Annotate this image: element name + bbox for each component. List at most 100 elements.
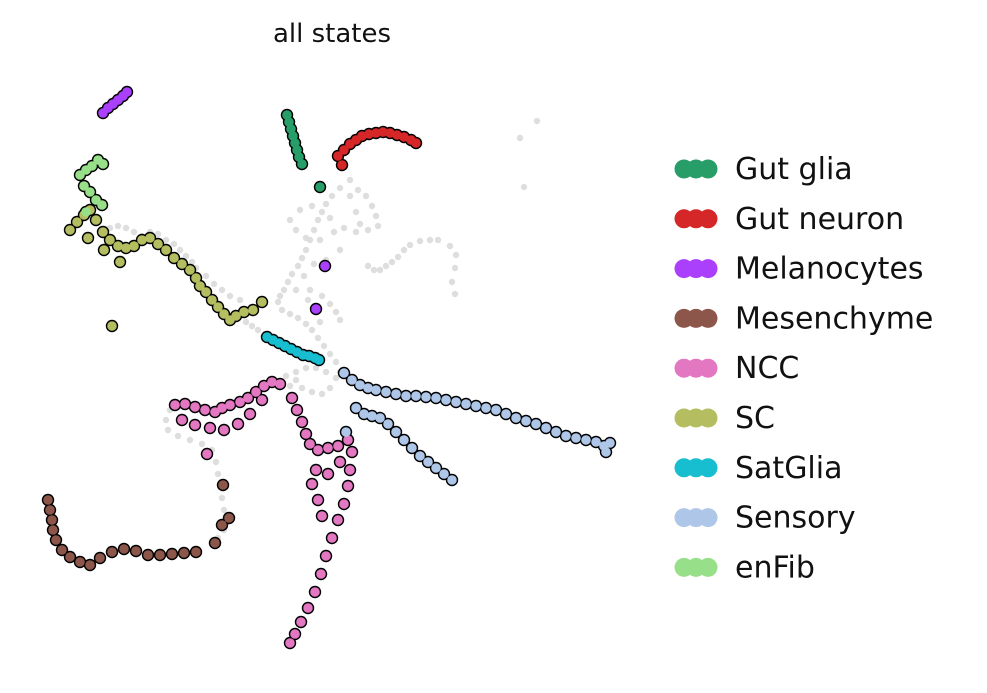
background-point: [446, 242, 454, 250]
point-mesenchyme: [210, 538, 220, 548]
background-point: [336, 316, 344, 324]
point-melanocytes: [122, 87, 132, 97]
point-sensory: [581, 435, 591, 445]
point-sc: [195, 281, 205, 291]
point-sensory: [423, 457, 433, 467]
background-point: [370, 266, 378, 274]
point-sensory: [561, 431, 571, 441]
point-sensory: [367, 411, 377, 421]
point-enfib: [87, 161, 97, 171]
point-mesenchyme: [179, 548, 189, 558]
background-point: [326, 300, 334, 308]
point-ncc: [296, 617, 306, 627]
point-gut-glia: [315, 182, 325, 192]
point-ncc: [225, 400, 235, 410]
point-gut-neuron: [333, 151, 343, 161]
background-point: [356, 220, 364, 228]
legend-item-gut-neuron: Gut neuron: [674, 202, 904, 237]
point-sensory: [439, 469, 449, 479]
background-point: [322, 368, 330, 376]
point-sensory: [431, 393, 441, 403]
point-sensory: [351, 403, 361, 413]
point-sc: [72, 217, 82, 227]
point-sensory: [421, 392, 431, 402]
point-sc: [231, 311, 241, 321]
point-sensory: [383, 419, 393, 429]
point-sc: [129, 241, 139, 251]
point-enfib: [97, 200, 107, 210]
point-ncc: [327, 533, 337, 543]
legend-label: Sensory: [735, 501, 856, 536]
background-point: [416, 237, 424, 245]
background-point: [362, 192, 370, 200]
point-ncc: [287, 393, 297, 403]
point-mesenchyme: [143, 550, 153, 560]
background-point: [364, 226, 372, 234]
point-sensory: [481, 403, 491, 413]
point-sensory: [447, 475, 457, 485]
point-mesenchyme: [224, 513, 234, 523]
background-point: [352, 228, 360, 236]
background-point: [332, 374, 340, 382]
point-mesenchyme: [131, 546, 141, 556]
point-ncc: [177, 415, 187, 425]
point-ncc: [202, 449, 212, 459]
point-melanocytes: [311, 304, 321, 314]
legend-marker: [698, 508, 718, 528]
background-point: [174, 432, 182, 440]
background-point: [451, 264, 459, 272]
point-mesenchyme: [155, 550, 165, 560]
legend-marker: [698, 408, 718, 428]
legend-label: SatGlia: [735, 451, 843, 486]
point-sc: [145, 233, 155, 243]
background-point: [316, 236, 324, 244]
background-point: [220, 506, 228, 514]
point-ncc: [305, 439, 315, 449]
point-satglia: [314, 355, 324, 365]
legend-label: enFib: [735, 550, 815, 585]
background-point: [170, 240, 178, 248]
point-sc: [248, 305, 258, 315]
background-point: [236, 296, 244, 304]
point-enfib: [98, 159, 108, 169]
background-point: [306, 286, 314, 294]
background-point: [308, 326, 316, 334]
point-ncc: [307, 479, 317, 489]
point-sensory: [531, 419, 541, 429]
point-mesenchyme: [48, 525, 58, 535]
point-ncc: [205, 423, 215, 433]
point-ncc: [267, 377, 277, 387]
point-sensory: [461, 399, 471, 409]
point-sensory: [371, 385, 381, 395]
background-point: [162, 236, 170, 244]
legend-label: Mesenchyme: [735, 301, 933, 336]
point-ncc: [243, 393, 253, 403]
point-ncc: [347, 447, 357, 457]
background-point: [346, 176, 354, 184]
point-sc: [99, 245, 109, 255]
background-point: [516, 134, 524, 142]
point-ncc: [339, 499, 349, 509]
background-point: [318, 390, 326, 398]
legend-marker: [698, 259, 718, 279]
point-gut-neuron: [411, 138, 421, 148]
background-point: [254, 326, 262, 334]
background-point: [292, 286, 300, 294]
point-ncc: [333, 441, 343, 451]
point-sc: [185, 265, 195, 275]
point-mesenchyme: [218, 480, 228, 490]
background-point: [162, 416, 170, 424]
point-mesenchyme: [45, 505, 55, 515]
legend: Gut glia Gut neuron Melanocytes Mesenchyme N…: [674, 152, 933, 585]
point-ncc: [259, 381, 269, 391]
background-point: [242, 318, 250, 326]
point-sensory: [441, 395, 451, 405]
point-enfib: [81, 207, 91, 217]
legend-label: Melanocytes: [735, 252, 924, 287]
point-sensory: [415, 451, 425, 461]
point-ncc: [200, 405, 210, 415]
point-mesenchyme: [57, 545, 67, 555]
point-sensory: [501, 409, 511, 419]
point-gut-neuron: [371, 128, 381, 138]
